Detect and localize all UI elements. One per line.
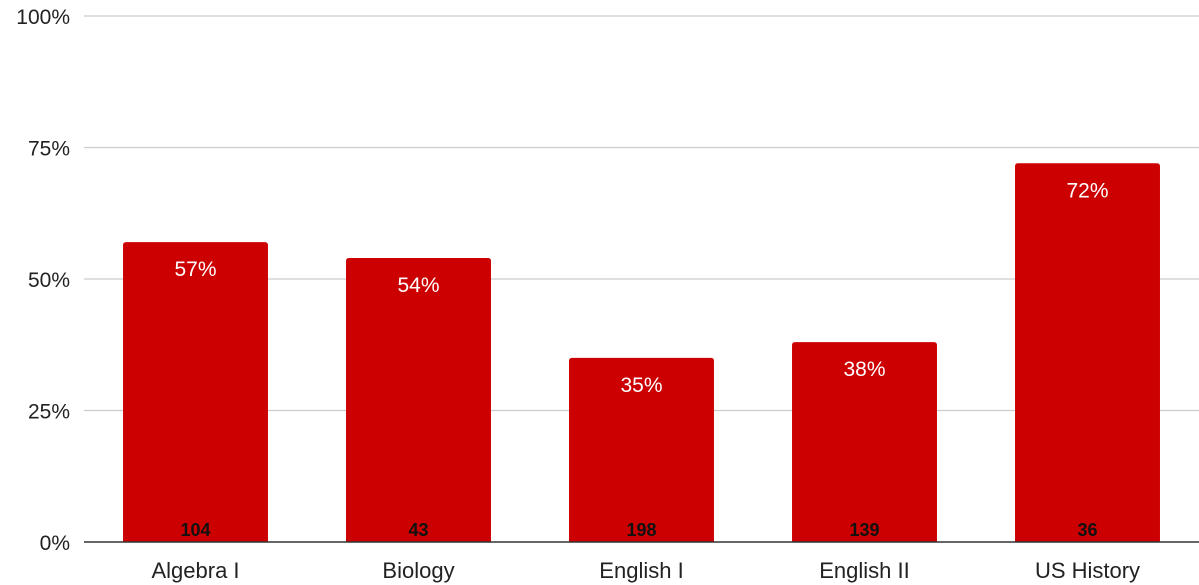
bar (346, 258, 491, 542)
bar-group: 54% 43 (346, 258, 491, 542)
bar-value-label: 54% (397, 274, 439, 297)
x-tick-label: Algebra I (151, 558, 239, 583)
y-tick-label: 50% (28, 269, 70, 292)
x-tick-label: US History (1035, 558, 1140, 583)
y-tick-label: 0% (40, 532, 70, 555)
bar-value-label: 38% (843, 358, 885, 381)
x-tick-label: Biology (382, 558, 454, 583)
bar-group: 57% 104 (123, 242, 268, 542)
bar-value-label: 35% (620, 374, 662, 397)
bars: 57% 104 54% 43 35% 198 38% 139 72% 36 (123, 163, 1160, 542)
bar-count-label: 43 (408, 520, 428, 540)
y-tick-label: 25% (28, 401, 70, 424)
bar-group: 35% 198 (569, 358, 714, 542)
bar-group: 72% 36 (1015, 163, 1160, 542)
bar-value-label: 57% (174, 258, 216, 281)
x-axis-ticks: Algebra I Biology English I English II US Hi… (151, 558, 1140, 583)
x-tick-label: English II (819, 558, 910, 583)
bar (1015, 163, 1160, 542)
y-tick-label: 75% (28, 138, 70, 161)
bar-value-label: 72% (1066, 179, 1108, 202)
bar (123, 242, 268, 542)
bar-count-label: 198 (626, 520, 656, 540)
bar-count-label: 36 (1077, 520, 1097, 540)
bar-count-label: 139 (849, 520, 879, 540)
y-tick-label: 100% (16, 6, 70, 29)
y-axis-ticks: 0% 25% 50% 75% 100% (16, 6, 70, 555)
bar-group: 38% 139 (792, 342, 937, 542)
x-tick-label: English I (599, 558, 683, 583)
bar-count-label: 104 (180, 520, 210, 540)
